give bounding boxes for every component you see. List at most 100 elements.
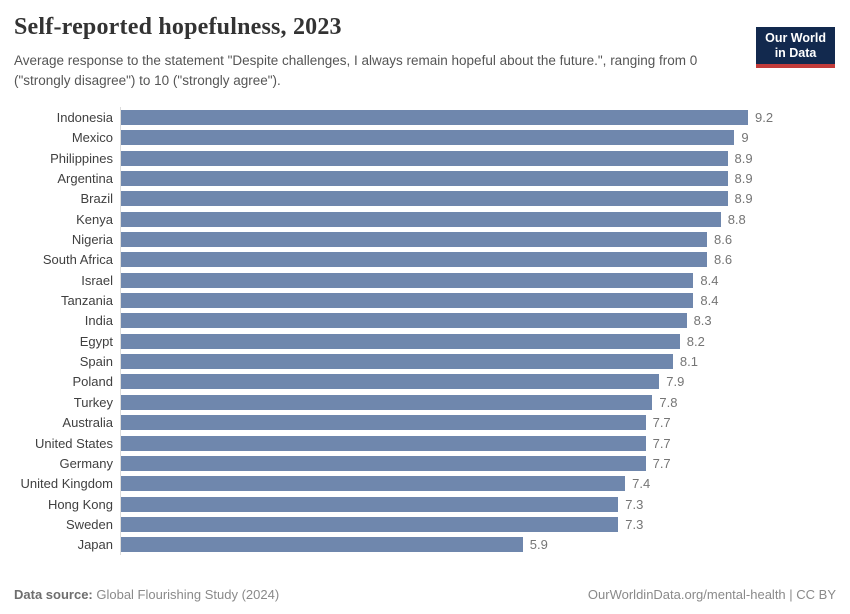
bar-united-states[interactable] xyxy=(120,435,646,451)
category-label-poland[interactable]: Poland xyxy=(72,374,113,390)
bar-germany[interactable] xyxy=(120,455,646,471)
value-label-spain: 8.1 xyxy=(679,354,698,370)
owid-logo[interactable]: Our World in Data xyxy=(756,27,835,68)
value-label-egypt: 8.2 xyxy=(686,333,705,349)
bar-area: 7.7 xyxy=(120,415,850,431)
value-label-israel: 8.4 xyxy=(700,272,719,288)
bar-area: 8.6 xyxy=(120,231,850,247)
bar-row-united-kingdom: United Kingdom 7.4 xyxy=(0,474,850,494)
value-label-poland: 7.9 xyxy=(666,374,685,390)
category-label-sweden[interactable]: Sweden xyxy=(66,516,113,532)
data-source-label: Data source: xyxy=(14,587,93,602)
bar-row-egypt: Egypt 8.2 xyxy=(0,331,850,351)
value-label-united-states: 7.7 xyxy=(652,435,671,451)
value-label-nigeria: 8.6 xyxy=(714,231,733,247)
category-label-indonesia[interactable]: Indonesia xyxy=(56,109,113,125)
category-label-turkey[interactable]: Turkey xyxy=(73,394,113,410)
bar-sweden[interactable] xyxy=(120,516,619,532)
page-title: Self-reported hopefulness, 2023 xyxy=(14,14,342,40)
bar-egypt[interactable] xyxy=(120,333,680,349)
bar-area: 8.9 xyxy=(120,150,850,166)
bar-area: 7.7 xyxy=(120,455,850,471)
category-label-brazil[interactable]: Brazil xyxy=(80,191,113,207)
bar-indonesia[interactable] xyxy=(120,109,748,125)
category-label-argentina[interactable]: Argentina xyxy=(57,170,113,186)
bar-spain[interactable] xyxy=(120,354,673,370)
bar-south-africa[interactable] xyxy=(120,252,708,268)
value-label-argentina: 8.9 xyxy=(734,170,753,186)
bar-row-spain: Spain 8.1 xyxy=(0,351,850,371)
category-label-japan[interactable]: Japan xyxy=(77,537,113,553)
bar-row-turkey: Turkey 7.8 xyxy=(0,392,850,412)
bar-area: 7.8 xyxy=(120,394,850,410)
value-label-hong-kong: 7.3 xyxy=(625,496,644,512)
bar-argentina[interactable] xyxy=(120,170,728,186)
bar-area: 9.2 xyxy=(120,109,850,125)
value-label-turkey: 7.8 xyxy=(659,394,678,410)
bar-poland[interactable] xyxy=(120,374,660,390)
bar-area: 7.3 xyxy=(120,516,850,532)
category-label-hong-kong[interactable]: Hong Kong xyxy=(47,496,113,512)
value-label-sweden: 7.3 xyxy=(625,516,644,532)
bar-area: 8.4 xyxy=(120,272,850,288)
category-label-south-africa[interactable]: South Africa xyxy=(42,252,113,268)
category-label-spain[interactable]: Spain xyxy=(79,354,113,370)
bar-tanzania[interactable] xyxy=(120,293,694,309)
attribution-link[interactable]: OurWorldinData.org/mental-health | CC BY xyxy=(587,587,836,602)
bar-row-hong-kong: Hong Kong 7.3 xyxy=(0,494,850,514)
bar-philippines[interactable] xyxy=(120,150,728,166)
bar-india[interactable] xyxy=(120,313,687,329)
bar-area: 8.6 xyxy=(120,252,850,268)
bar-row-tanzania: Tanzania 8.4 xyxy=(0,290,850,310)
value-label-japan: 5.9 xyxy=(529,537,548,553)
bar-area: 8.4 xyxy=(120,293,850,309)
bar-hong-kong[interactable] xyxy=(120,496,619,512)
bar-united-kingdom[interactable] xyxy=(120,476,626,492)
value-label-india: 8.3 xyxy=(693,313,712,329)
bar-australia[interactable] xyxy=(120,415,646,431)
category-label-united-states[interactable]: United States xyxy=(34,435,113,451)
bar-row-mexico: Mexico 9 xyxy=(0,127,850,147)
value-label-kenya: 8.8 xyxy=(727,211,746,227)
category-label-nigeria[interactable]: Nigeria xyxy=(71,231,113,247)
category-label-germany[interactable]: Germany xyxy=(59,455,113,471)
bar-nigeria[interactable] xyxy=(120,231,708,247)
bar-area: 8.2 xyxy=(120,333,850,349)
y-axis-line xyxy=(120,107,121,556)
category-label-india[interactable]: India xyxy=(84,313,113,329)
bar-turkey[interactable] xyxy=(120,394,653,410)
bar-area: 8.9 xyxy=(120,191,850,207)
owid-logo-line2: in Data xyxy=(774,46,817,60)
bar-mexico[interactable] xyxy=(120,130,735,146)
category-label-kenya[interactable]: Kenya xyxy=(76,211,113,227)
value-label-australia: 7.7 xyxy=(652,415,671,431)
chart-subtitle: Average response to the statement "Despi… xyxy=(14,53,698,88)
bar-israel[interactable] xyxy=(120,272,694,288)
bar-row-brazil: Brazil 8.9 xyxy=(0,189,850,209)
value-label-tanzania: 8.4 xyxy=(700,293,719,309)
category-label-mexico[interactable]: Mexico xyxy=(71,130,113,146)
bar-row-sweden: Sweden 7.3 xyxy=(0,514,850,534)
value-label-mexico: 9 xyxy=(741,130,749,146)
bar-area: 5.9 xyxy=(120,537,850,553)
bar-area: 8.9 xyxy=(120,170,850,186)
bar-row-poland: Poland 7.9 xyxy=(0,372,850,392)
value-label-germany: 7.7 xyxy=(652,455,671,471)
bar-area: 9 xyxy=(120,130,850,146)
value-label-indonesia: 9.2 xyxy=(755,109,774,125)
data-source-value: Global Flourishing Study (2024) xyxy=(92,587,280,602)
value-label-south-africa: 8.6 xyxy=(714,252,733,268)
bar-row-israel: Israel 8.4 xyxy=(0,270,850,290)
category-label-philippines[interactable]: Philippines xyxy=(50,150,113,166)
bar-row-australia: Australia 7.7 xyxy=(0,413,850,433)
bar-row-philippines: Philippines 8.9 xyxy=(0,148,850,168)
category-label-israel[interactable]: Israel xyxy=(81,272,113,288)
bar-japan[interactable] xyxy=(120,537,523,553)
data-source: Data source: Global Flourishing Study (2… xyxy=(14,587,279,602)
bar-kenya[interactable] xyxy=(120,211,721,227)
category-label-egypt[interactable]: Egypt xyxy=(79,333,113,349)
category-label-australia[interactable]: Australia xyxy=(62,415,113,431)
category-label-tanzania[interactable]: Tanzania xyxy=(60,293,113,309)
category-label-united-kingdom[interactable]: United Kingdom xyxy=(20,476,114,492)
bar-brazil[interactable] xyxy=(120,191,728,207)
